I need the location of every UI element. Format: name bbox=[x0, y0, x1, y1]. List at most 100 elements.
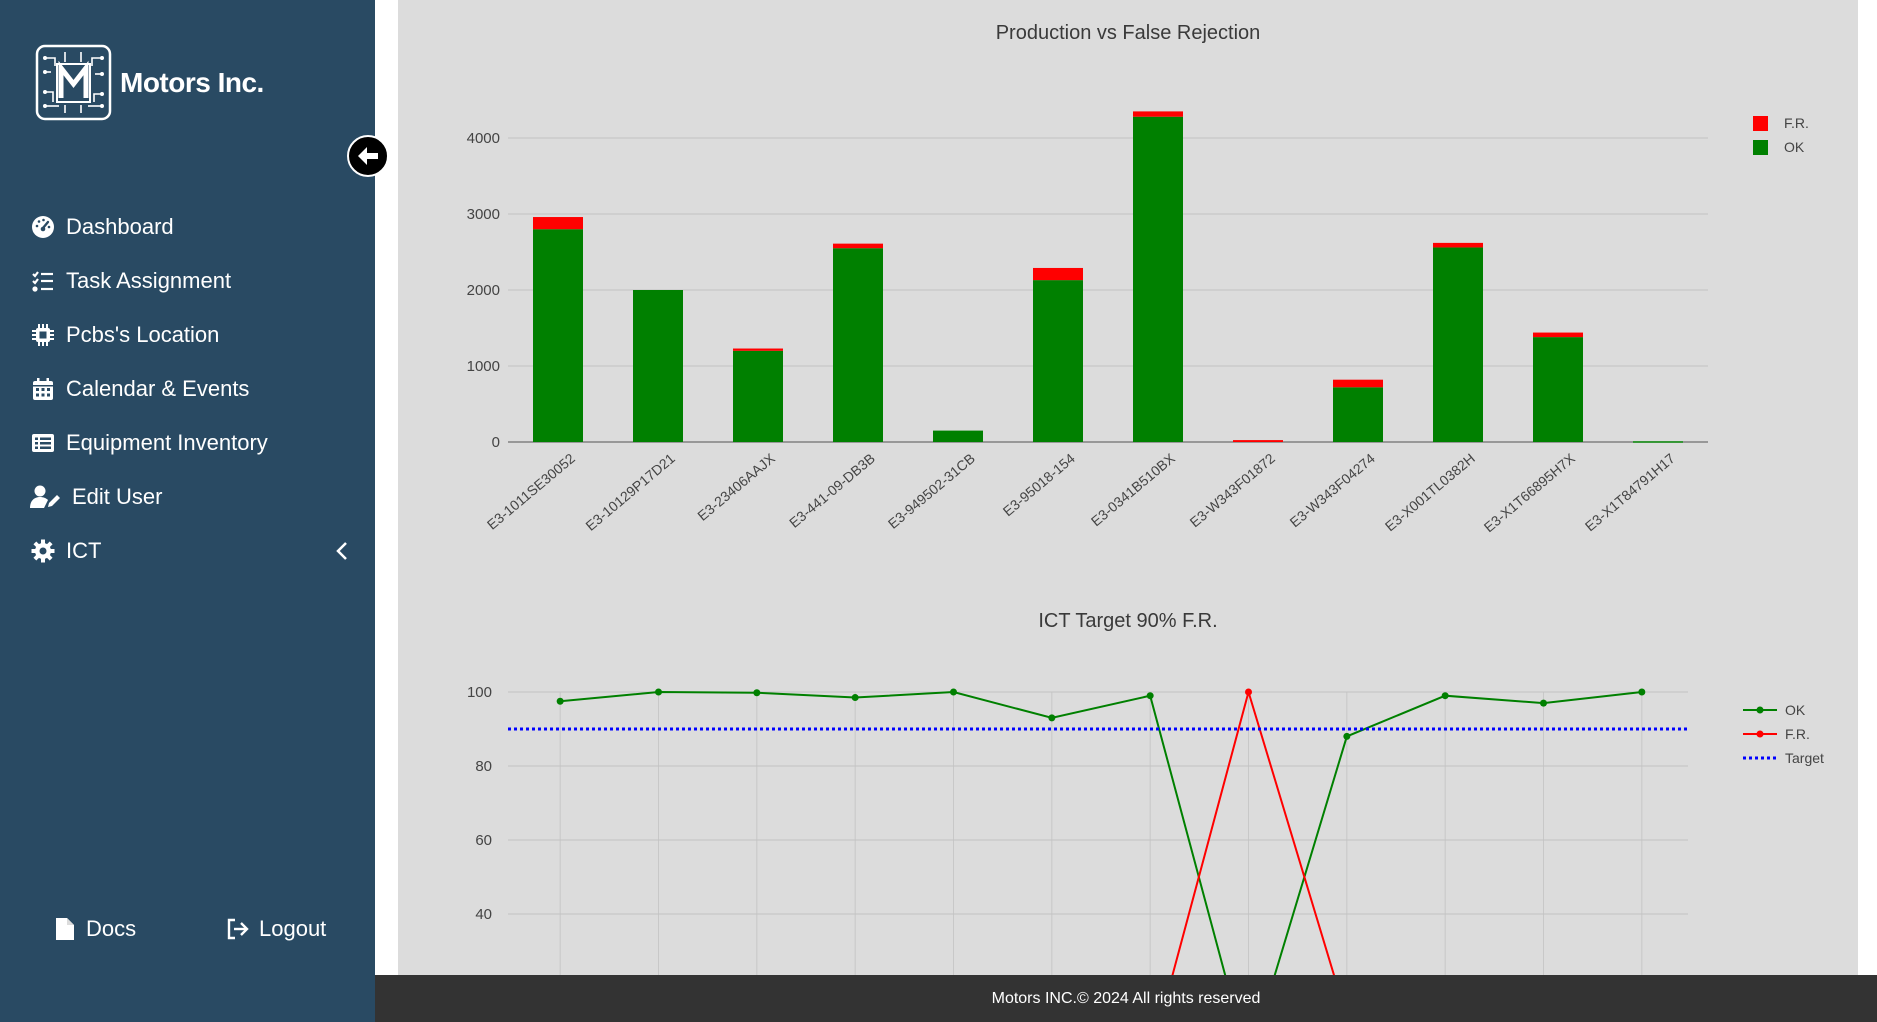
legend-swatch bbox=[1753, 116, 1768, 131]
motors-logo-icon bbox=[35, 44, 112, 121]
x-tick-label: E3-X001TL0382H bbox=[1382, 450, 1478, 534]
document-icon bbox=[52, 916, 78, 942]
main-content: Production vs False Rejection 0 1000 2000 3… bbox=[375, 0, 1877, 975]
sidebar-item-label: Pcbs's Location bbox=[66, 322, 220, 347]
sidebar-item-equipment-inventory[interactable]: Equipment Inventory bbox=[30, 416, 360, 470]
ict-target-chart-title: ICT Target 90% F.R. bbox=[1038, 610, 1218, 632]
sidebar-item-ict[interactable]: ICT bbox=[30, 524, 360, 578]
data-point bbox=[1048, 714, 1056, 722]
x-tick-label: E3-0341B510BX bbox=[1088, 450, 1179, 530]
bar-ok bbox=[1433, 247, 1483, 442]
logout-icon bbox=[225, 916, 251, 942]
docs-link[interactable]: Docs bbox=[52, 916, 136, 942]
x-tick-label: E3-X1T84791H17 bbox=[1582, 450, 1678, 534]
sidebar: Motors Inc. Dashboard Task Assignment bbox=[0, 0, 389, 1022]
sidebar-item-task-assignment[interactable]: Task Assignment bbox=[30, 254, 360, 308]
x-tick-label: E3-949502-31CB bbox=[885, 450, 978, 532]
legend-marker bbox=[1756, 730, 1764, 738]
bar-ok bbox=[1333, 387, 1383, 442]
legend-label: Target bbox=[1785, 750, 1824, 766]
y-tick-label: 2000 bbox=[467, 282, 500, 299]
x-tick-label: E3-10129P17D21 bbox=[582, 450, 678, 534]
bar-fr bbox=[1533, 332, 1583, 338]
bar-ok bbox=[1133, 116, 1183, 442]
data-point bbox=[556, 697, 564, 705]
y-tick-label: 1000 bbox=[467, 358, 500, 375]
data-point bbox=[1540, 699, 1547, 707]
data-point bbox=[851, 694, 859, 702]
charts-panel: Production vs False Rejection 0 1000 2000 3… bbox=[398, 0, 1858, 975]
sidebar-item-label: ICT bbox=[66, 538, 102, 563]
sidebar-item-label: Equipment Inventory bbox=[66, 430, 268, 455]
data-point bbox=[1146, 692, 1154, 700]
sidebar-item-calendar-events[interactable]: Calendar & Events bbox=[30, 362, 360, 416]
y-tick-label: 100 bbox=[467, 684, 492, 701]
bar-ok bbox=[1033, 280, 1083, 442]
bar-fr bbox=[1133, 111, 1183, 117]
y-tick-label: 3000 bbox=[467, 206, 500, 223]
legend-swatch bbox=[1753, 140, 1768, 155]
y-tick-label: 40 bbox=[475, 906, 492, 923]
y-tick-label: 60 bbox=[475, 832, 492, 849]
sidebar-bottom-links: Docs Logout bbox=[0, 916, 375, 956]
data-point bbox=[1638, 688, 1646, 696]
production-chart-title: Production vs False Rejection bbox=[995, 22, 1261, 44]
bar-fr bbox=[733, 348, 783, 351]
sidebar-item-edit-user[interactable]: Edit User bbox=[30, 470, 360, 524]
collapse-sidebar-button[interactable] bbox=[347, 135, 389, 177]
legend-label: OK bbox=[1784, 139, 1805, 155]
data-point bbox=[1245, 688, 1252, 696]
brand[interactable]: Motors Inc. bbox=[35, 44, 264, 121]
x-tick-label: E3-1011SE30052 bbox=[484, 450, 578, 533]
bar-ok bbox=[1633, 441, 1683, 443]
logout-label: Logout bbox=[259, 916, 327, 941]
data-point bbox=[655, 688, 662, 696]
bar-ok bbox=[633, 290, 683, 442]
dashboard-icon bbox=[30, 214, 56, 240]
sidebar-item-label: Dashboard bbox=[66, 214, 174, 239]
legend-label: F.R. bbox=[1784, 115, 1809, 131]
docs-label: Docs bbox=[86, 916, 137, 941]
gear-icon bbox=[30, 538, 56, 564]
sidebar-item-label: Edit User bbox=[72, 484, 163, 509]
legend-marker bbox=[1756, 706, 1764, 714]
inventory-icon bbox=[30, 430, 56, 456]
bar-ok bbox=[733, 350, 783, 442]
bar-fr bbox=[833, 243, 883, 249]
bar-ok bbox=[533, 229, 583, 442]
bar-ok bbox=[833, 248, 883, 442]
bar-fr bbox=[533, 217, 583, 230]
legend-label: F.R. bbox=[1785, 726, 1810, 742]
sidebar-item-pcbs-location[interactable]: Pcbs's Location bbox=[30, 308, 360, 362]
bar-fr bbox=[1433, 242, 1483, 248]
chip-icon bbox=[30, 322, 56, 348]
bar-fr bbox=[1333, 379, 1383, 388]
data-point bbox=[950, 688, 957, 696]
x-tick-label: E3-X1T66895H7X bbox=[1481, 450, 1579, 536]
y-tick-label: 80 bbox=[475, 758, 492, 775]
sidebar-item-dashboard[interactable]: Dashboard bbox=[30, 200, 360, 254]
y-tick-label: 4000 bbox=[467, 130, 500, 147]
x-tick-label: E3-95018-154 bbox=[1000, 450, 1078, 519]
x-tick-label: E3-W343F01872 bbox=[1187, 450, 1279, 530]
series-line-ok bbox=[560, 690, 1642, 975]
ict-target-line-chart[interactable]: 20406080100OKF.R.Target bbox=[398, 600, 1858, 975]
data-point bbox=[1343, 732, 1351, 740]
bar-fr bbox=[1233, 440, 1283, 442]
sidebar-nav: Dashboard Task Assignment Pcbs's Locatio… bbox=[30, 200, 360, 578]
x-tick-label: E3-23406AAJX bbox=[694, 450, 778, 524]
footer: Motors INC.© 2024 All rights reserved bbox=[375, 975, 1877, 1022]
logout-link[interactable]: Logout bbox=[225, 916, 326, 942]
task-list-icon bbox=[30, 268, 56, 294]
data-point bbox=[1441, 692, 1449, 700]
bar-ok bbox=[933, 430, 983, 442]
copyright-text: Motors INC.© 2024 All rights reserved bbox=[991, 989, 1261, 1007]
y-tick-label: 0 bbox=[492, 434, 500, 451]
line-plot-area bbox=[508, 688, 1688, 975]
production-bar-chart[interactable]: 0 1000 2000 3000 4000 E3-1011SE30052 E3-10129P… bbox=[398, 0, 1858, 570]
chevron-left-icon[interactable] bbox=[336, 541, 348, 567]
x-tick-label: E3-W343F04274 bbox=[1287, 450, 1379, 530]
calendar-icon bbox=[30, 376, 56, 402]
sidebar-item-label: Task Assignment bbox=[66, 268, 232, 293]
